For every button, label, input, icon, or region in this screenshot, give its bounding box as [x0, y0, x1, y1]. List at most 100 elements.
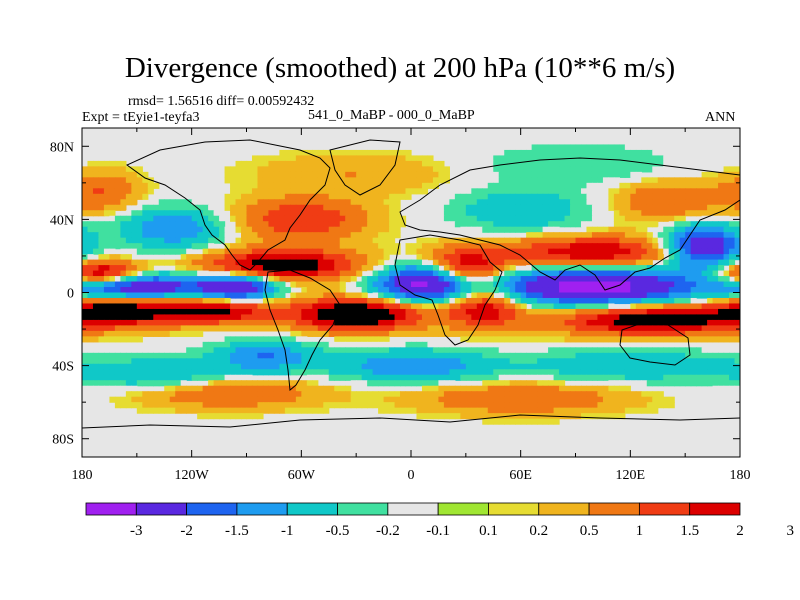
field-cell — [164, 358, 171, 365]
field-cell — [679, 380, 686, 387]
field-cell — [306, 319, 313, 326]
field-cell — [284, 347, 291, 354]
field-cell — [509, 149, 516, 157]
field-cell — [542, 259, 549, 266]
field-cell — [191, 237, 198, 244]
field-cell — [82, 380, 89, 387]
field-cell — [504, 254, 511, 261]
field-cell — [602, 243, 609, 250]
field-cell — [624, 188, 631, 195]
field-cell — [136, 226, 143, 233]
field-cell — [114, 297, 121, 305]
field-cell — [125, 199, 132, 206]
field-cell — [427, 177, 434, 184]
field-cell — [652, 149, 659, 157]
field-cell — [251, 407, 259, 414]
field-cell — [641, 265, 648, 272]
field-cell — [339, 243, 346, 250]
field-cell — [509, 347, 516, 354]
field-cell — [471, 385, 478, 392]
field-cell — [361, 308, 368, 316]
field-cell — [383, 402, 390, 409]
field-cell — [548, 232, 555, 239]
field-cell — [608, 308, 615, 316]
field-cell — [668, 254, 675, 261]
field-cell — [438, 303, 445, 310]
field-cell — [125, 391, 132, 398]
field-cell — [542, 385, 549, 392]
field-cell — [180, 226, 187, 233]
field-cell — [520, 204, 527, 211]
field-cell — [361, 287, 368, 294]
field-cell — [427, 276, 434, 283]
field-cell — [586, 243, 593, 250]
field-cell — [169, 259, 176, 266]
field-cell — [559, 215, 566, 222]
field-cell — [378, 308, 385, 316]
field-cell — [213, 265, 220, 272]
field-cell — [729, 226, 736, 233]
field-cell — [120, 358, 127, 365]
field-cell — [169, 402, 176, 409]
field-cell — [602, 325, 609, 332]
field-cell — [92, 237, 100, 244]
field-cell — [548, 160, 555, 167]
field-cell — [350, 237, 357, 244]
field-cell — [432, 369, 440, 376]
field-cell — [564, 297, 571, 305]
field-cell — [526, 330, 533, 337]
field-cell — [208, 221, 215, 228]
field-cell — [482, 243, 489, 250]
field-cell — [103, 259, 111, 266]
field-cell — [383, 232, 390, 239]
field-cell — [268, 391, 275, 398]
field-cell — [186, 232, 193, 239]
field-cell — [312, 171, 319, 178]
field-cell — [723, 303, 730, 310]
field-cell — [208, 292, 215, 299]
field-cell — [257, 336, 264, 343]
field-cell — [460, 385, 467, 392]
field-cell — [668, 177, 675, 184]
field-cell — [339, 352, 346, 359]
field-cell — [613, 402, 620, 409]
field-cell — [290, 248, 297, 255]
field-cell — [646, 254, 653, 261]
field-cell — [230, 188, 237, 195]
field-cell — [465, 325, 472, 332]
field-cell — [482, 160, 489, 167]
field-cell — [526, 226, 533, 233]
field-cell — [383, 325, 390, 332]
field-cell — [98, 232, 105, 239]
field-cell — [202, 259, 209, 266]
field-cell — [597, 259, 604, 266]
field-cell — [526, 391, 533, 398]
field-cell — [109, 248, 116, 255]
field-cell — [723, 188, 730, 195]
field-cell — [191, 352, 198, 359]
field-cell — [169, 297, 176, 305]
field-cell — [509, 166, 516, 173]
field-cell — [723, 193, 730, 200]
field-cell — [279, 325, 286, 332]
field-cell — [251, 155, 259, 162]
field-cell — [465, 259, 472, 266]
field-cell — [482, 193, 489, 200]
field-cell — [191, 325, 198, 332]
field-cell — [454, 330, 461, 337]
field-cell — [652, 281, 659, 288]
field-cell — [548, 287, 555, 294]
field-cell — [257, 308, 264, 316]
field-cell — [405, 171, 412, 178]
field-cell — [405, 193, 412, 200]
field-cell — [679, 237, 686, 244]
field-cell — [191, 215, 198, 222]
field-cell — [548, 319, 555, 326]
field-cell — [597, 177, 604, 184]
field-cell — [175, 319, 182, 326]
field-cell — [619, 155, 626, 162]
field-cell — [597, 358, 604, 365]
field-cell — [339, 149, 346, 157]
field-cell — [630, 374, 637, 381]
field-cell — [230, 292, 237, 299]
